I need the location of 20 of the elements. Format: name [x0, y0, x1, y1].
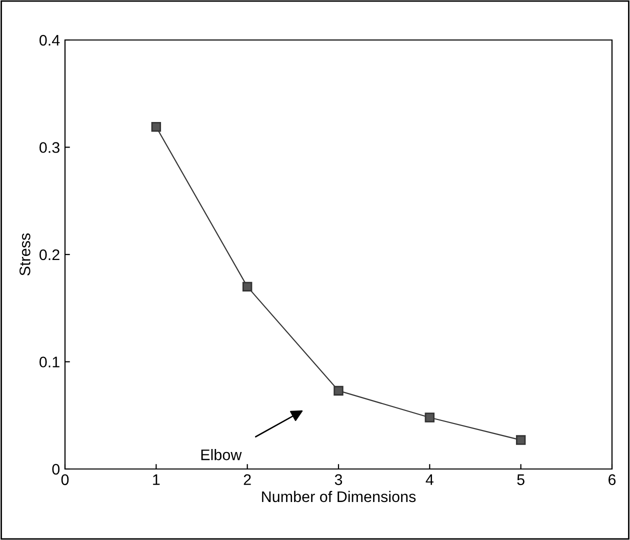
- point: [334, 386, 344, 396]
- y-tick-label: 0: [52, 464, 60, 475]
- x-axis-title: Number of Dimensions: [262, 490, 416, 502]
- point: [242, 282, 252, 292]
- x-tick-label: 5: [517, 474, 524, 486]
- y-tick-label: 0.3: [40, 142, 60, 153]
- y-tick-label: 0.1: [40, 356, 60, 368]
- x-tick-label: 0: [61, 474, 69, 486]
- point: [516, 435, 526, 445]
- y-tick-label: 0.4: [40, 34, 60, 46]
- x-tick-label: 2: [244, 474, 251, 485]
- annotation: Elbow: [201, 449, 242, 460]
- x-tick-label: 6: [608, 474, 616, 486]
- point: [424, 412, 435, 422]
- y-axis-title: Stress: [20, 233, 30, 276]
- x-tick-label: 4: [426, 474, 434, 485]
- x-tick-label: 3: [334, 474, 342, 486]
- x-tick-label: 1: [153, 474, 160, 485]
- point: [151, 122, 162, 132]
- y-tick-label: 0.2: [40, 249, 60, 260]
